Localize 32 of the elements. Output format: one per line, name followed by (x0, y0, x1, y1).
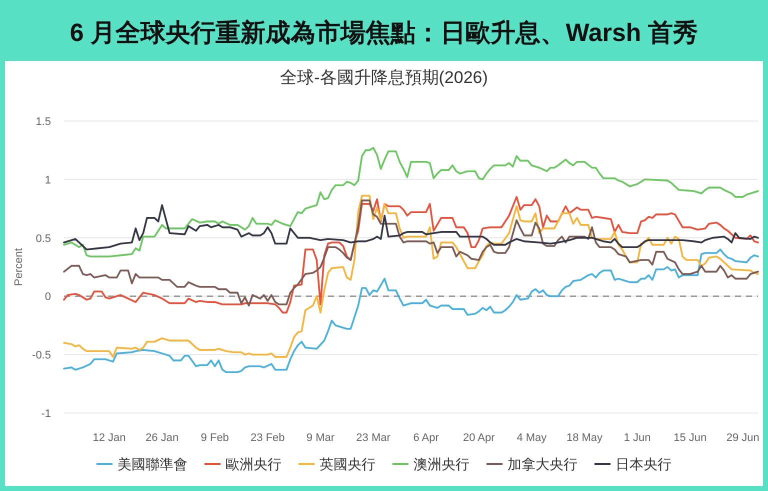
y-tick-label: 0.5 (36, 232, 51, 245)
legend-label: 英國央行 (320, 456, 376, 472)
y-tick-label: 1 (44, 174, 51, 186)
x-tick-label: 1 Jun (624, 432, 651, 444)
line-series (63, 204, 759, 250)
legend-label: 澳洲央行 (414, 456, 470, 472)
chart-subtitle: 全球-各國升降息預期(2026) (280, 68, 488, 87)
x-tick-label: 26 Jan (146, 432, 179, 444)
x-tick-label: 23 Feb (250, 432, 285, 444)
legend-label: 日本央行 (616, 456, 672, 472)
legend-label: 美國聯準會 (118, 456, 188, 472)
x-tick-label: 4 May (516, 432, 548, 444)
y-tick-label: -1 (41, 408, 51, 420)
legend-label: 歐洲央行 (226, 456, 282, 472)
legend-label: 加拿大央行 (508, 456, 578, 472)
x-tick-label: 18 May (566, 432, 604, 444)
y-axis-title: Percent (13, 248, 25, 286)
line-series (63, 248, 759, 374)
x-tick-label: 23 Mar (356, 432, 391, 444)
y-tick-label: 0 (44, 291, 51, 304)
x-tick-label: 12 Jan (92, 432, 126, 444)
line-series (63, 146, 759, 258)
x-tick-label: 6 Apr (413, 432, 440, 444)
x-tick-label: 15 Jun (674, 432, 707, 444)
x-tick-label: 29 Jun (726, 432, 760, 444)
y-tick-label: 1.5 (36, 116, 51, 128)
x-tick-label: 9 Mar (306, 432, 335, 444)
line-series (63, 194, 759, 358)
x-tick-label: 20 Apr (462, 432, 496, 444)
chart-title: 6 月全球央行重新成為市場焦點：日歐升息、Warsh 首秀 (70, 19, 698, 47)
y-tick-label: -0.5 (32, 350, 51, 362)
x-tick-label: 9 Feb (200, 432, 229, 444)
